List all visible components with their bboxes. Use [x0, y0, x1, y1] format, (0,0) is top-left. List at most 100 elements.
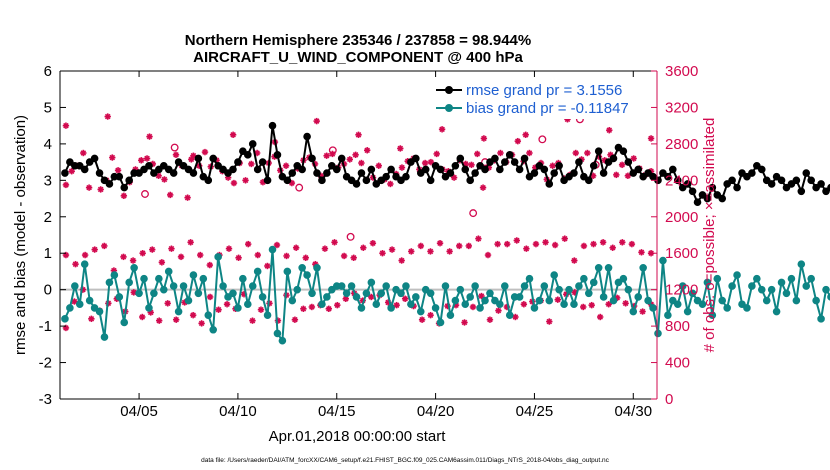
obs-asterisk-stroke [399, 164, 405, 171]
bias-point [520, 282, 529, 290]
obs-asterisk-stroke [607, 152, 614, 158]
obs-assimilated-marker [168, 245, 175, 252]
bias-point [560, 300, 568, 309]
bias-point [659, 256, 667, 265]
obs-asterisk-stroke [97, 186, 104, 193]
obs-asterisk-stroke [130, 257, 136, 264]
obs-assimilated-marker [101, 242, 108, 250]
rmse-point [392, 172, 400, 181]
obs-asterisk-stroke [167, 192, 174, 198]
obs-assimilated-marker [264, 262, 271, 270]
obs-asterisk-stroke [475, 235, 482, 242]
obs-assimilated-marker [282, 162, 290, 169]
obs-asterisk-stroke [590, 172, 596, 179]
rmse-point [362, 176, 371, 185]
bias-point [85, 296, 94, 305]
obs-assimilated-marker [456, 242, 463, 250]
obs-assimilated-marker [486, 316, 494, 323]
left-y-axis-label: rmse and bias (model - observation) [12, 115, 29, 355]
obs-asterisk-stroke [242, 177, 249, 184]
bias-point [683, 307, 692, 316]
rmse-point [120, 183, 129, 192]
right-y-tick-label: 2800 [665, 136, 698, 153]
rmse-point [787, 180, 796, 188]
x-tick-label: 04/25 [516, 403, 554, 420]
obs-asterisk-stroke [549, 162, 556, 169]
obs-assimilated-marker [97, 186, 104, 193]
bias-point [772, 307, 781, 316]
bias-point [797, 260, 806, 268]
obs-assimilated-marker [325, 305, 333, 312]
rmse-point [323, 169, 331, 177]
rmse-point [328, 161, 336, 170]
obs-possible-marker [346, 232, 355, 241]
rmse-point [584, 176, 593, 185]
obs-asterisk-stroke [387, 181, 394, 187]
obs-asterisk-stroke [173, 152, 179, 158]
obs-assimilated-marker [257, 306, 265, 313]
obs-assimilated-marker [393, 301, 400, 309]
rmse-point [268, 121, 277, 130]
obs-assimilated-marker [379, 250, 386, 257]
legend-rmse-label: rmse grand pr = 3.1556 [466, 82, 622, 99]
obs-assimilated-marker [596, 313, 604, 321]
bias-point [100, 333, 109, 341]
obs-asterisk-stroke [63, 122, 69, 129]
bias-point [377, 289, 386, 298]
rmse-point [387, 165, 395, 174]
bias-point [614, 278, 623, 287]
obs-asterisk-stroke [526, 150, 533, 156]
obs-asterisk-stroke [590, 241, 597, 247]
obs-assimilated-marker [181, 299, 188, 306]
obs-possible-marker [295, 183, 304, 192]
obs-assimilated-marker [146, 133, 153, 140]
bias-point [337, 282, 346, 290]
rmse-point [580, 172, 588, 181]
obs-asterisk-stroke [88, 316, 95, 322]
obs-assimilated-marker [474, 150, 481, 158]
rmse-point [189, 169, 198, 177]
obs-assimilated-marker [331, 239, 338, 246]
obs-assimilated-marker [418, 316, 426, 323]
bias-point [71, 282, 79, 290]
bias-point [822, 285, 830, 294]
obs-assimilated-marker [427, 158, 435, 166]
rmse-point [659, 169, 667, 177]
bias-point [817, 315, 825, 323]
obs-assimilated-marker [308, 303, 316, 311]
rmse-point [313, 169, 321, 177]
rmse-point [263, 176, 272, 185]
bias-point [580, 274, 588, 283]
rmse-point [179, 161, 188, 170]
bias-point [75, 300, 84, 309]
obs-assimilated-marker [572, 149, 579, 157]
obs-asterisk-stroke [173, 316, 179, 323]
obs-asterisk-stroke [522, 131, 529, 138]
rmse-point [150, 169, 158, 177]
obs-assimilated-marker [450, 174, 458, 181]
rmse-point [634, 165, 643, 174]
bias-point [66, 304, 74, 312]
bias-point [713, 274, 722, 283]
obs-asterisk-stroke [258, 306, 264, 313]
bias-point [575, 282, 583, 290]
obs-asterisk-stroke [248, 161, 255, 167]
rmse-point [777, 176, 786, 185]
rmse-point [496, 165, 504, 174]
obs-assimilated-marker [143, 155, 151, 162]
chart-title-line2: AIRCRAFT_U_WIND_COMPONENT @ 400 hPa [193, 49, 523, 66]
obs-asterisk-stroke [184, 194, 191, 201]
left-y-tick-label: 1 [44, 245, 52, 262]
rmse-point [288, 169, 297, 177]
bias-point [120, 318, 129, 327]
bias-point [446, 311, 455, 319]
obs-assimilated-marker [368, 293, 375, 301]
obs-assimilated-marker [417, 242, 425, 250]
right-y-tick-label: 0 [665, 391, 673, 408]
obs-asterisk-stroke [71, 298, 78, 305]
x-tick-label: 04/15 [318, 403, 356, 420]
obs-asterisk-stroke [398, 257, 405, 264]
obs-asterisk-stroke [331, 239, 338, 246]
rmse-point [461, 165, 470, 174]
obs-asterisk-stroke [605, 301, 612, 308]
